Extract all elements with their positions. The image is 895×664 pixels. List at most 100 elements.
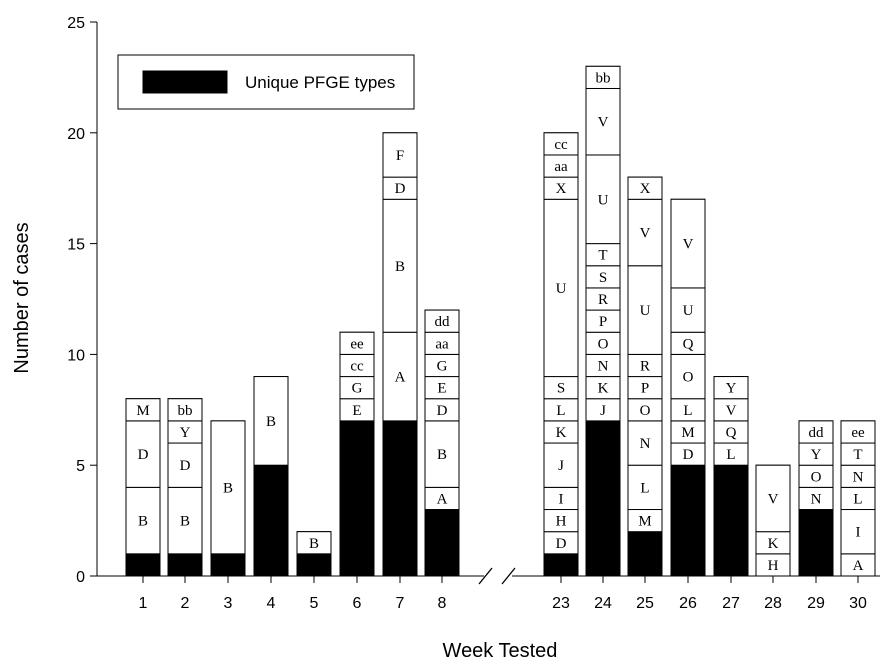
segment-label: B xyxy=(395,259,405,275)
x-tick-label: 26 xyxy=(679,595,697,612)
unique-segment-week-24 xyxy=(585,420,621,577)
segment-label: bb xyxy=(178,403,193,419)
segment-label: E xyxy=(352,403,361,419)
segment-label: Q xyxy=(683,336,694,352)
unique-segment-week-6 xyxy=(339,420,375,577)
segment-label: S xyxy=(599,270,607,286)
segment-label: O xyxy=(640,403,651,419)
segment-week-23-J xyxy=(543,442,579,488)
unique-segment-week-23 xyxy=(543,553,579,577)
segment-label: O xyxy=(811,469,822,485)
segment-label: N xyxy=(853,469,864,485)
segment-label: P xyxy=(641,381,649,397)
segment-label: D xyxy=(683,447,694,463)
segment-label: B xyxy=(138,514,148,530)
segment-label: B xyxy=(180,514,190,530)
y-tick-label: 15 xyxy=(67,237,85,254)
segment-label: Y xyxy=(726,381,737,397)
segment-label: H xyxy=(556,514,567,530)
segment-label: F xyxy=(396,148,404,164)
unique-segment-week-7 xyxy=(382,420,418,577)
segment-label: T xyxy=(853,447,862,463)
segment-label: G xyxy=(352,381,363,397)
y-tick-label: 0 xyxy=(76,569,85,586)
segment-label: bb xyxy=(596,70,611,86)
axis-break-mark xyxy=(501,567,516,585)
segment-label: U xyxy=(683,303,694,319)
x-axis-title: Week Tested xyxy=(443,640,558,662)
segment-label: D xyxy=(437,403,448,419)
unique-segment-week-5 xyxy=(296,553,332,577)
segment-week-1-B xyxy=(125,486,161,555)
plot-area: BDMBDYbbBBBEGcceeABDFABDEGaaddDHIJKLSUXa… xyxy=(125,65,876,577)
x-tick-label: 24 xyxy=(594,595,612,612)
segment-label: ee xyxy=(851,425,865,441)
segment-label: J xyxy=(600,403,606,419)
legend-swatch xyxy=(142,70,228,94)
segment-week-2-B xyxy=(167,486,203,555)
segment-week-8-B xyxy=(424,420,460,488)
segment-label: X xyxy=(640,181,651,197)
segment-week-26-V xyxy=(670,198,706,289)
segment-label: R xyxy=(640,358,650,374)
y-tick-label: 20 xyxy=(67,126,85,143)
segment-label: ee xyxy=(350,336,364,352)
unique-segment-week-29 xyxy=(798,509,834,577)
segment-label: dd xyxy=(809,425,825,441)
segment-label: I xyxy=(559,491,564,507)
segment-label: N xyxy=(640,436,651,452)
segment-label: O xyxy=(598,336,609,352)
segment-label: dd xyxy=(435,314,451,330)
x-tick-label: 25 xyxy=(636,595,654,612)
segment-label: R xyxy=(598,292,608,308)
segment-week-4-B xyxy=(253,376,289,466)
segment-label: L xyxy=(640,480,649,496)
segment-label: L xyxy=(556,403,565,419)
axis-break-mark xyxy=(478,567,493,585)
segment-week-23-U xyxy=(543,198,579,378)
segment-week-7-B xyxy=(382,198,418,333)
segment-label: aa xyxy=(554,159,568,175)
x-tick-label: 27 xyxy=(722,595,740,612)
segment-label: I xyxy=(856,525,861,541)
segment-week-26-O xyxy=(670,353,706,400)
segment-week-5-B xyxy=(296,531,332,555)
segment-label: L xyxy=(853,491,862,507)
x-tick-label: 7 xyxy=(396,595,405,612)
segment-label: A xyxy=(853,558,864,574)
segment-week-30-I xyxy=(840,509,876,555)
segment-label: U xyxy=(640,303,651,319)
y-tick-label: 5 xyxy=(76,458,85,475)
x-tick-label: 29 xyxy=(807,595,825,612)
segment-week-23-cc xyxy=(543,132,579,156)
segment-label: D xyxy=(556,536,567,552)
segment-label: V xyxy=(726,403,737,419)
unique-segment-week-3 xyxy=(210,553,246,577)
segment-label: M xyxy=(136,403,149,419)
segment-week-3-B xyxy=(210,420,246,555)
segment-label: V xyxy=(598,115,609,131)
segment-label: B xyxy=(309,536,319,552)
segment-label: A xyxy=(395,370,406,386)
segment-label: K xyxy=(556,425,567,441)
segment-week-25-V xyxy=(627,198,663,267)
x-tick-label: 30 xyxy=(849,595,867,612)
y-tick-label: 25 xyxy=(67,15,85,32)
segment-label: H xyxy=(768,558,779,574)
x-tick-label: 5 xyxy=(310,595,319,612)
segment-label: N xyxy=(598,358,609,374)
segment-label: D xyxy=(395,181,406,197)
segment-label: aa xyxy=(435,336,449,352)
segment-week-28-V xyxy=(755,464,791,533)
segment-label: S xyxy=(557,381,565,397)
segment-week-26-U xyxy=(670,287,706,333)
segment-label: E xyxy=(437,381,446,397)
segment-label: D xyxy=(180,458,191,474)
x-tick-label: 1 xyxy=(139,595,148,612)
segment-label: Y xyxy=(811,447,822,463)
x-tick-label: 8 xyxy=(438,595,447,612)
unique-segment-week-8 xyxy=(424,509,460,577)
segment-week-25-N xyxy=(627,420,663,466)
y-axis-title: Number of cases xyxy=(11,222,33,373)
